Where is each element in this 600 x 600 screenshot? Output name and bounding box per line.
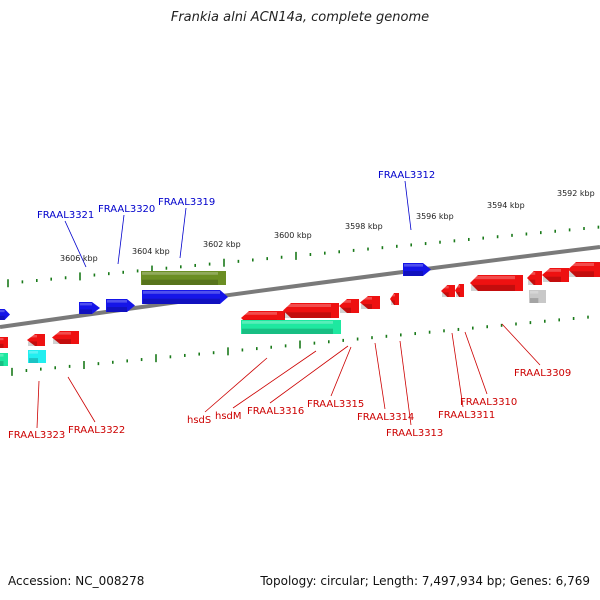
callout-line (232, 350, 317, 409)
gene-label[interactable]: FRAAL3314 (357, 412, 414, 423)
callout-line (269, 345, 349, 404)
gene-arrow[interactable] (27, 334, 45, 346)
genome-summary: Topology: circular; Length: 7,497,934 bp… (260, 574, 590, 588)
gene-label[interactable]: FRAAL3316 (247, 406, 304, 417)
gene-label[interactable]: FRAAL3322 (68, 425, 125, 436)
gene-arrow[interactable] (529, 290, 546, 303)
gene-label[interactable]: FRAAL3320 (98, 204, 155, 215)
gene-arrow[interactable] (106, 299, 135, 312)
scale-label: 3604 kbp (132, 247, 170, 256)
callout-line (67, 376, 96, 423)
gene-arrow[interactable] (142, 290, 228, 304)
gene-arrow[interactable] (0, 309, 10, 320)
gene-label[interactable]: FRAAL3323 (8, 430, 65, 441)
gene-arrow[interactable] (441, 285, 455, 297)
callout-line (464, 331, 488, 395)
page-title: Frankia alni ACN14a, complete genome (170, 10, 430, 25)
callout-line (399, 340, 412, 426)
gene-arrow[interactable] (52, 331, 79, 344)
gene-arrow[interactable] (360, 296, 380, 309)
scale-label: 3606 kbp (60, 254, 98, 263)
gene-label[interactable]: FRAAL3321 (37, 210, 94, 221)
gene-features (0, 262, 600, 366)
gene-arrow[interactable] (527, 271, 542, 285)
callout-line (330, 346, 352, 397)
gene-arrow[interactable] (283, 303, 339, 318)
callout-line (117, 214, 125, 265)
gene-arrow[interactable] (141, 271, 226, 285)
callout-line (64, 220, 87, 268)
callout-line (36, 380, 40, 429)
gene-label[interactable]: hsdM (215, 411, 242, 422)
gene-label[interactable]: FRAAL3315 (307, 399, 364, 410)
gene-arrow[interactable] (568, 262, 600, 277)
callout-line (374, 342, 386, 410)
gene-label[interactable]: FRAAL3309 (514, 368, 571, 379)
scale-label: 3592 kbp (557, 189, 595, 198)
scale-label: 3600 kbp (274, 231, 312, 240)
gene-arrow[interactable] (455, 284, 464, 297)
scale-label: 3594 kbp (487, 201, 525, 210)
scale-labels: 3606 kbp 3604 kbp 3602 kbp 3600 kbp 3598 kbp… (60, 189, 595, 263)
gene-label[interactable]: hsdS (187, 415, 211, 426)
gene-arrow[interactable] (390, 293, 399, 305)
scale-label: 3598 kbp (345, 222, 383, 231)
gene-label[interactable]: FRAAL3310 (460, 397, 517, 408)
gene-label[interactable]: FRAAL3313 (386, 428, 443, 439)
gene-arrow[interactable] (241, 320, 341, 334)
callout-line (451, 332, 464, 408)
callout-line (179, 207, 187, 259)
gene-arrow[interactable] (542, 268, 569, 282)
accession-label: Accession: NC_008278 (8, 574, 145, 588)
gene-arrow[interactable] (28, 350, 46, 363)
gene-arrow[interactable] (79, 302, 100, 314)
callout-line (501, 323, 541, 366)
gene-arrow[interactable] (470, 275, 523, 291)
gene-label[interactable]: FRAAL3311 (438, 410, 495, 421)
gene-label[interactable]: FRAAL3312 (378, 170, 435, 181)
inner-scale-ticks (11, 315, 589, 376)
scale-label: 3602 kbp (203, 240, 241, 249)
callout-line (204, 357, 268, 413)
gene-label[interactable]: FRAAL3319 (158, 197, 215, 208)
scale-label: 3596 kbp (416, 212, 454, 221)
gene-arrow[interactable] (403, 263, 431, 276)
genome-backbone (0, 245, 600, 329)
gene-arrow[interactable] (0, 353, 8, 366)
gene-arrow[interactable] (0, 337, 8, 348)
callout-line (404, 180, 412, 231)
gene-arrow[interactable] (339, 299, 359, 313)
